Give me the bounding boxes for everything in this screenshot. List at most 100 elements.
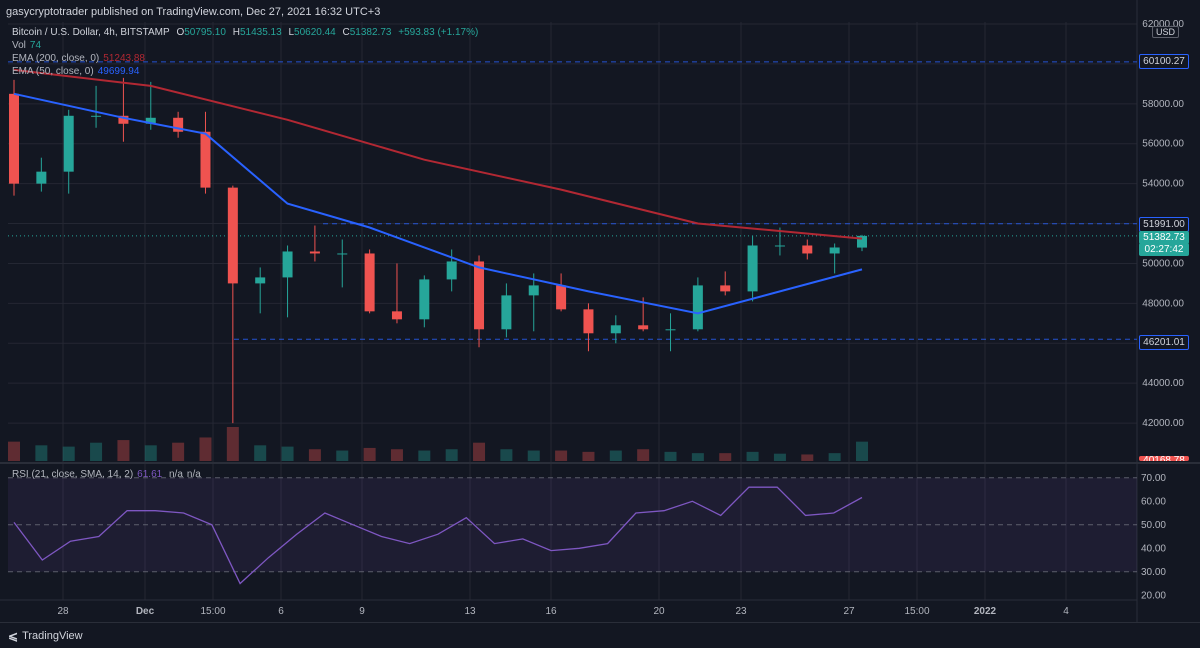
volume-bar: [773, 453, 786, 461]
candle-body: [337, 253, 348, 255]
time-tick-label: Dec: [136, 606, 155, 617]
time-tick-label: 6: [278, 606, 284, 617]
candle-body: [665, 329, 676, 331]
candlestick-series: [9, 77, 867, 424]
volume-bar: [363, 447, 376, 461]
candle-body: [227, 187, 238, 284]
candle-body: [419, 279, 430, 320]
candle-body: [282, 251, 293, 278]
volume-bar: [144, 445, 157, 461]
price-tick-label: 42000.00: [1142, 418, 1184, 429]
volume-bar: [281, 446, 294, 461]
volume-bar: [308, 449, 321, 461]
candle-body: [255, 277, 266, 284]
tradingview-icon: ⩽: [8, 629, 19, 643]
volume-bar: [746, 451, 759, 461]
volume-bar: [336, 450, 349, 461]
candle-body: [118, 115, 129, 124]
time-axis[interactable]: 28 Dec 15:00 6 9 13 16 20 23 27 15:00 2022 4: [57, 606, 1069, 617]
volume-bar: [500, 449, 513, 461]
candle-body: [200, 131, 211, 188]
rsi-tick-label: 40.00: [1141, 543, 1166, 554]
candle-body: [556, 285, 567, 310]
volume-bar: [226, 427, 239, 461]
candle-body: [638, 325, 649, 330]
publisher-note: gasycryptotrader published on TradingVie…: [6, 6, 381, 18]
candle-body: [802, 245, 813, 254]
candle-body: [391, 311, 402, 320]
time-tick-label: 13: [464, 606, 476, 617]
grid-lines: [0, 0, 1200, 622]
time-tick-label: 15:00: [904, 606, 929, 617]
symbol-name: Bitcoin / U.S. Dollar, 4h, BITSTAMP: [12, 27, 170, 38]
time-tick-label: 27: [843, 606, 855, 617]
candle-body: [857, 235, 867, 248]
volume-bar: [801, 454, 814, 461]
volume-bar: [828, 453, 841, 461]
candle-body: [63, 115, 74, 172]
rsi-pane: [8, 477, 1137, 585]
rsi-line: [13, 486, 863, 585]
legend-ema50: EMA (50, close, 0) 49699.94: [12, 66, 140, 77]
price-tick-label: 62000.00: [1142, 19, 1184, 30]
volume-bar: [35, 445, 48, 461]
ema200-line: [13, 68, 863, 240]
time-tick-label: 16: [545, 606, 557, 617]
rsi-tick-label: 20.00: [1141, 590, 1166, 601]
time-tick-label: 28: [57, 606, 69, 617]
time-tick-label: 2022: [974, 606, 997, 617]
volume-bar: [418, 450, 431, 461]
volume-bar: [582, 451, 595, 461]
candle-body: [145, 117, 156, 124]
tradingview-logo[interactable]: ⩽ TradingView: [8, 629, 83, 643]
price-tag-level-high: 51991.00: [1139, 217, 1189, 232]
price-tag-resistance: 60100.27: [1139, 54, 1189, 69]
footer-bar: ⩽ TradingView: [0, 622, 1200, 648]
volume-bar: [445, 449, 458, 461]
price-axis[interactable]: 42000.0044000.0046000.0048000.0050000.00…: [1141, 19, 1184, 601]
volume-bar: [90, 442, 103, 461]
volume-bars: [8, 427, 868, 461]
horizontal-levels: [8, 61, 1137, 340]
volume-bar: [473, 442, 486, 461]
volume-bar: [609, 450, 622, 461]
volume-bar: [527, 450, 540, 461]
price-tick-label: 54000.00: [1142, 179, 1184, 190]
price-tick-label: 48000.00: [1142, 298, 1184, 309]
volume-bar: [254, 445, 267, 461]
legend-main: Bitcoin / U.S. Dollar, 4h, BITSTAMP O507…: [12, 27, 479, 38]
volume-bar: [390, 449, 403, 461]
ema-lines: [13, 68, 863, 315]
legend-volume: Vol 74: [12, 40, 42, 51]
time-tick-label: 15:00: [200, 606, 225, 617]
time-tick-label: 23: [735, 606, 747, 617]
time-tick-label: 4: [1063, 606, 1069, 617]
price-tag-last: 51382.73: [1139, 231, 1189, 244]
rsi-tick-label: 50.00: [1141, 520, 1166, 531]
candle-body: [446, 261, 457, 280]
price-tick-label: 44000.00: [1142, 378, 1184, 389]
rsi-tick-label: 70.00: [1141, 473, 1166, 484]
volume-bar: [637, 449, 650, 461]
candle-body: [610, 325, 621, 334]
candle-body: [774, 245, 785, 247]
volume-bar: [555, 450, 568, 461]
volume-bar: [172, 442, 185, 461]
price-chart[interactable]: 42000.0044000.0046000.0048000.0050000.00…: [0, 0, 1200, 622]
volume-bar: [856, 441, 868, 461]
candle-body: [528, 285, 539, 296]
time-tick-label: 20: [653, 606, 665, 617]
currency-label[interactable]: USD: [1152, 26, 1180, 38]
candle-body: [829, 247, 840, 254]
volume-bar: [62, 446, 75, 461]
rsi-tick-label: 60.00: [1141, 496, 1166, 507]
price-tag-level-low: 46201.01: [1139, 335, 1189, 350]
volume-bar: [691, 453, 704, 461]
price-tick-label: 50000.00: [1142, 258, 1184, 269]
volume-bar: [199, 437, 212, 461]
price-tick-label: 56000.00: [1142, 139, 1184, 150]
rsi-tick-label: 30.00: [1141, 567, 1166, 578]
legend-rsi: RSI (21, close, SMA, 14, 2) 61.61 n/a n/a: [12, 469, 201, 480]
price-tag-bottom: 40168.78: [1139, 456, 1189, 461]
candle-body: [309, 251, 320, 254]
